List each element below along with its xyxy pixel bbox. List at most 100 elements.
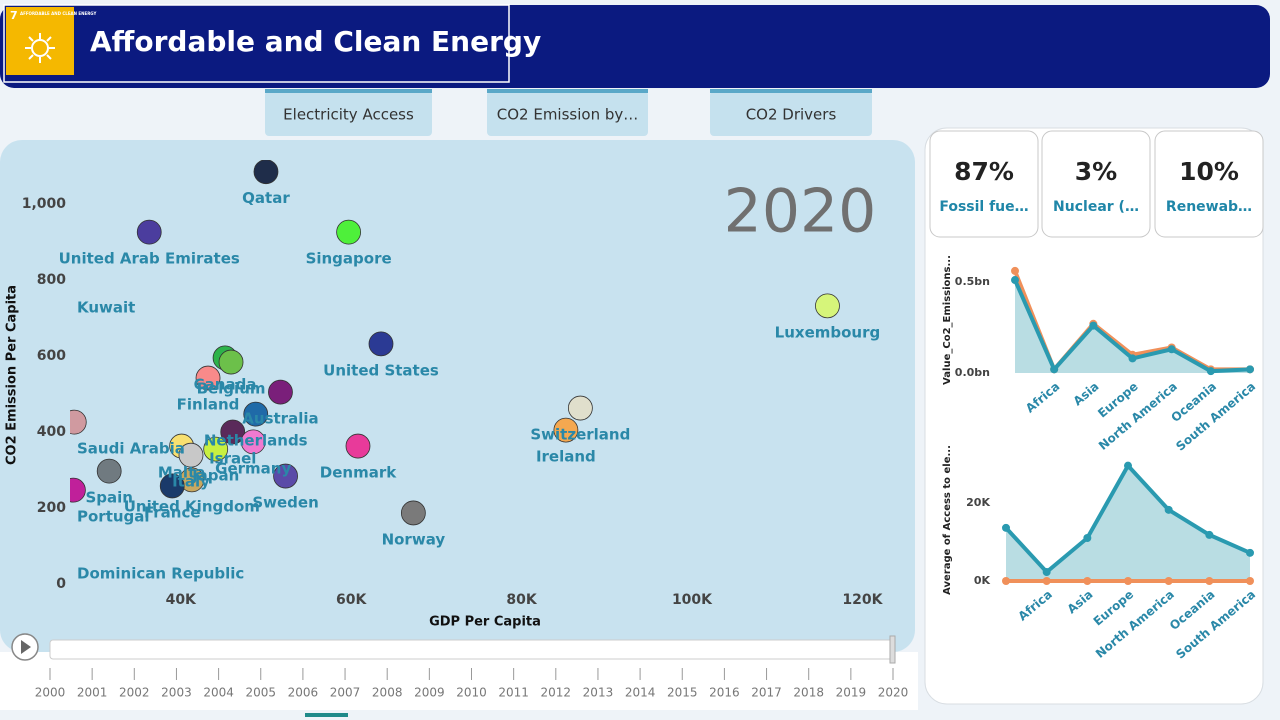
- year-label: 2008: [372, 686, 403, 700]
- y-tick-label: 0: [56, 576, 66, 592]
- point-label: Singapore: [306, 250, 392, 268]
- play-icon: [21, 640, 31, 654]
- tab-top: [487, 89, 648, 93]
- tab[interactable]: [710, 91, 872, 136]
- marker: [1011, 276, 1019, 285]
- point-label: France: [144, 503, 201, 521]
- year-label: 2015: [667, 686, 698, 700]
- year-label: 2017: [751, 686, 782, 700]
- points: [70, 160, 840, 526]
- x-tick-label: 60K: [336, 592, 367, 608]
- point: [243, 401, 269, 427]
- year-label: 2000: [35, 686, 66, 700]
- point: [567, 395, 593, 421]
- point-label: Canada: [194, 375, 257, 393]
- marker: [1246, 577, 1254, 585]
- point-label: Dominican Republic: [77, 565, 244, 583]
- y-axis-title: Value_Co2_Emissions...: [942, 255, 953, 385]
- tab[interactable]: [265, 91, 432, 136]
- kpi-label: Renewab…: [1166, 199, 1252, 215]
- y-tick-label: 600: [37, 348, 66, 364]
- point: [178, 442, 204, 468]
- y-tick-label: 20K: [966, 496, 990, 509]
- year-label: 2006: [288, 686, 319, 700]
- marker: [1042, 577, 1051, 585]
- point: [159, 473, 185, 499]
- year-label: 2019: [836, 686, 867, 700]
- marker: [1050, 365, 1059, 374]
- marker: [1042, 568, 1051, 577]
- marker: [1089, 321, 1098, 330]
- y-tick-label: 400: [37, 424, 66, 440]
- marker: [1083, 577, 1092, 585]
- point-label: United States: [323, 361, 439, 379]
- x-tick-label: 80K: [506, 592, 537, 608]
- kpi-value: 10%: [1179, 157, 1239, 186]
- y-tick-label: 800: [37, 272, 66, 288]
- point: [203, 436, 229, 462]
- kpi-value: 3%: [1075, 157, 1117, 186]
- marker: [1083, 534, 1092, 542]
- marker: [1124, 461, 1132, 470]
- point-label: Saudi Arabia: [77, 440, 185, 458]
- year-label: 2001: [77, 686, 108, 700]
- kpi-card: [1041, 130, 1151, 238]
- point: [368, 331, 394, 357]
- year-label: 2014: [625, 686, 656, 700]
- point: [218, 349, 244, 375]
- point: [70, 409, 87, 435]
- point: [553, 417, 579, 443]
- point-label: Finland: [177, 396, 240, 414]
- point-label: United Kingdom: [124, 497, 260, 515]
- kpi-label: Nuclear (…: [1053, 199, 1139, 215]
- point-label: Italy: [172, 473, 210, 491]
- point-label: Japan: [191, 467, 239, 485]
- kpi-label: Fossil fue…: [939, 199, 1028, 215]
- point-label: Qatar: [242, 189, 290, 207]
- point: [136, 219, 162, 245]
- marker: [1002, 523, 1010, 532]
- x-tick-label: 120K: [842, 592, 883, 608]
- x-tick-label: 100K: [672, 592, 713, 608]
- year-label: 2016: [709, 686, 740, 700]
- point: [400, 500, 426, 526]
- tab-label: CO2 Emission by…: [497, 106, 639, 124]
- marker: [1164, 577, 1173, 585]
- year-label: 2009: [414, 686, 445, 700]
- point-label: Germany: [215, 459, 291, 477]
- slider-track: [49, 639, 894, 660]
- year-label: 2004: [203, 686, 234, 700]
- badge-number: 7: [10, 9, 18, 22]
- title-box: [3, 4, 510, 83]
- point-label: Malta: [158, 464, 205, 482]
- tab-label: Electricity Access: [283, 106, 414, 124]
- marker: [1164, 505, 1173, 514]
- y-axis-title: CO2 Emission Per Capita: [5, 285, 20, 465]
- point: [815, 293, 840, 319]
- point-label: United Arab Emirates: [59, 250, 240, 268]
- year-label: 2011: [498, 686, 529, 700]
- x-axis-title: GDP Per Capita: [429, 615, 541, 630]
- point-label: Norway: [382, 530, 446, 548]
- point-label: Sweden: [252, 494, 318, 512]
- marker: [1124, 577, 1132, 585]
- point: [240, 429, 266, 455]
- tab[interactable]: [487, 91, 648, 136]
- kpi-card: [1154, 130, 1264, 238]
- point: [195, 365, 221, 391]
- point: [96, 458, 122, 484]
- tab-top: [265, 89, 432, 93]
- year-label: 2018: [793, 686, 824, 700]
- badge-text: AFFORDABLE AND CLEAN ENERGY: [20, 11, 96, 16]
- point-label: Australia: [242, 410, 318, 428]
- point: [345, 433, 371, 459]
- point: [268, 379, 293, 405]
- year-label: 2010: [456, 686, 487, 700]
- timeline-panel: [0, 652, 918, 710]
- point-label: Israel: [209, 450, 256, 468]
- year-label: 2020: [878, 686, 909, 700]
- y-axis-title: Average of Access to ele...: [942, 445, 953, 595]
- y-tick-label: 0.5bn: [955, 275, 990, 288]
- slider-handle[interactable]: [889, 635, 896, 664]
